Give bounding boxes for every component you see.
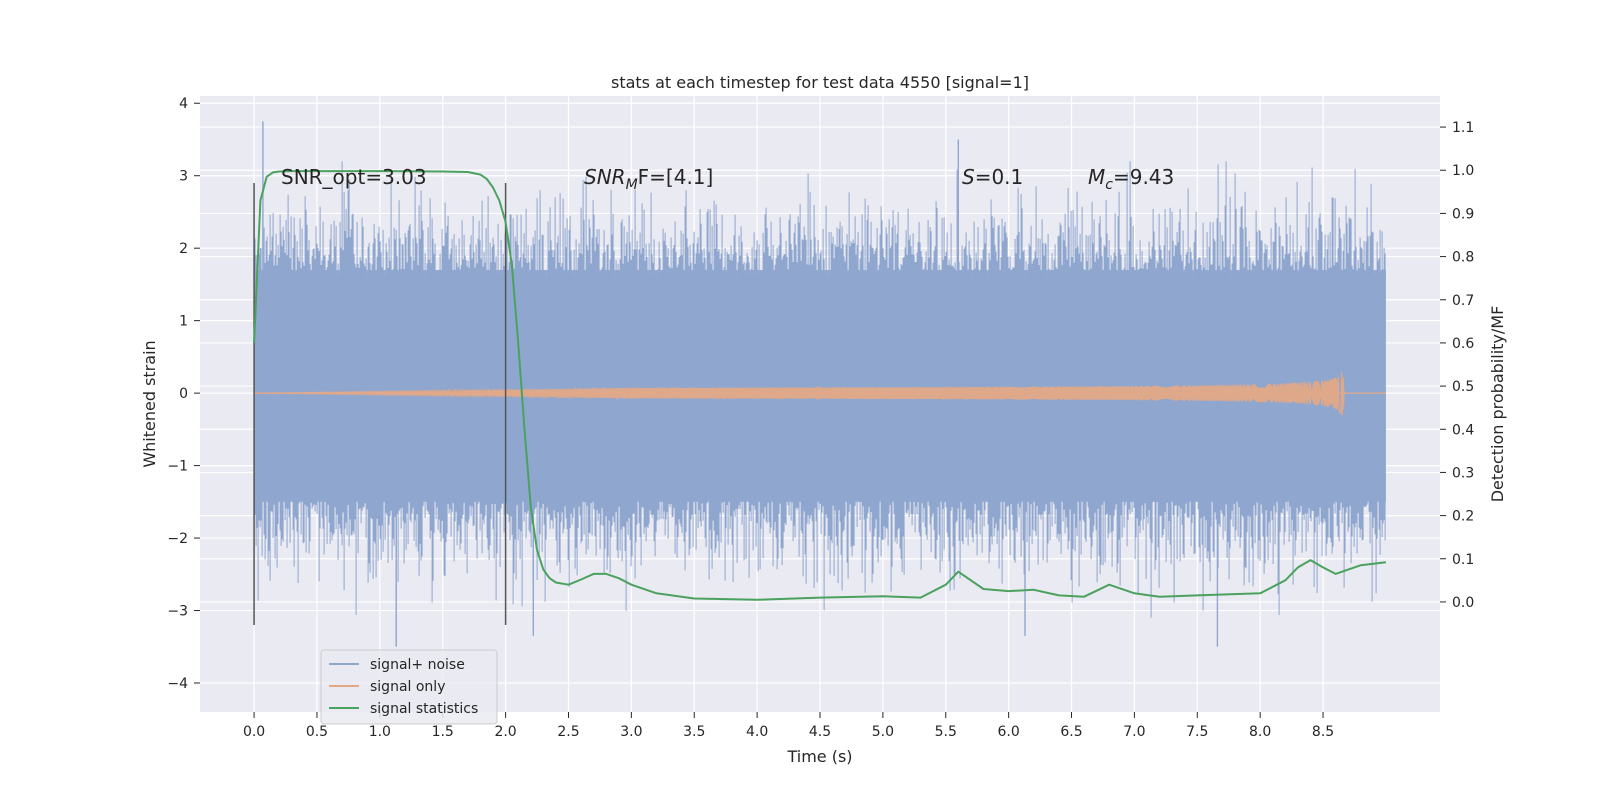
y2-tick-label: 0.0 [1452,595,1474,611]
y-tick-label: 1 [179,314,188,330]
annotation-snr-mf-rest: F=[4.1] [638,165,714,189]
y-tick-label: −4 [167,676,188,692]
x-tick-label: 5.5 [935,724,957,740]
x-tick-label: 3.5 [683,724,705,740]
ticks: 0.0 0.5 1.0 1.5 2.0 2.5 3.0 3.5 4.0 4.5 5.0 5.5 6.0 6… [167,96,1474,740]
x-tick-label: 2.0 [494,724,516,740]
x-tick-label: 1.0 [369,724,391,740]
annotation-snr-mf: SNRMF=[4.1] [584,165,713,193]
annotation-mc-var: M [1088,165,1105,189]
y2-tick-label: 0.4 [1452,422,1474,438]
annotation-snr-mf-base: SNR [584,165,626,189]
chart-title: stats at each timestep for test data 455… [611,73,1029,92]
y-tick-label: 3 [179,169,188,185]
x-tick-label: 8.0 [1249,724,1271,740]
legend-label-signal-statistics: signal statistics [370,701,478,717]
annotation-snr-opt: SNR_opt=3.03 [281,165,427,189]
annotation-s-val: =0.1 [975,165,1024,189]
y-tick-label: 0 [179,386,188,402]
x-tick-label: 0.0 [243,724,265,740]
signal-statistics-series [253,170,1387,601]
y2-tick-label: 0.3 [1452,465,1474,481]
y2-tick-label: 0.9 [1452,206,1474,222]
annotation-mc: Mc=9.43 [1088,165,1174,193]
x-tick-label: 7.0 [1123,724,1145,740]
x-tick-label: 8.5 [1312,724,1334,740]
legend-label-signal-noise: signal+ noise [370,657,465,673]
y2-tick-label: 0.2 [1452,509,1474,525]
annotation-snr-mf-sub: M [626,177,638,193]
y2-tick-label: 1.1 [1452,120,1474,136]
x-axis-title: Time (s) [786,747,852,766]
x-tick-label: 5.0 [872,724,894,740]
y-tick-label: 2 [179,241,188,257]
x-tick-label: 2.5 [557,724,579,740]
x-tick-label: 6.5 [1060,724,1082,740]
annotation-mc-val: =9.43 [1113,165,1174,189]
x-tick-label: 1.5 [432,724,454,740]
y-tick-label: 4 [179,96,188,112]
marker-lines [253,182,507,626]
y2-tick-label: 1.0 [1452,163,1474,179]
y-tick-label: −1 [167,459,188,475]
x-tick-label: 4.5 [809,724,831,740]
noise-spikes [262,121,1219,647]
x-tick-label: 6.0 [998,724,1020,740]
y2-tick-label: 0.7 [1452,293,1474,309]
x-tick-label: 3.0 [620,724,642,740]
y2-tick-label: 0.8 [1452,250,1474,266]
annotation-mc-sub: c [1105,177,1113,193]
signal-only-series [254,371,1386,416]
y-tick-label: −2 [167,531,188,547]
signal-statistics-line [253,170,1387,601]
legend: signal+ noise signal only signal statist… [320,649,498,725]
legend-label-signal-only: signal only [370,679,445,695]
annotation-s-var: S [962,165,975,189]
x-tick-label: 0.5 [306,724,328,740]
y2-tick-label: 0.6 [1452,336,1474,352]
x-tick-label: 4.0 [746,724,768,740]
y-tick-label: −3 [167,604,188,620]
y2-tick-label: 0.5 [1452,379,1474,395]
annotation-s: S=0.1 [962,165,1023,189]
legend-box [320,649,498,725]
y-axis-title: Whitened strain [140,340,159,467]
y2-tick-label: 0.1 [1452,552,1474,568]
x-tick-label: 7.5 [1186,724,1208,740]
y2-axis-title: Detection probability/MF [1488,306,1507,503]
